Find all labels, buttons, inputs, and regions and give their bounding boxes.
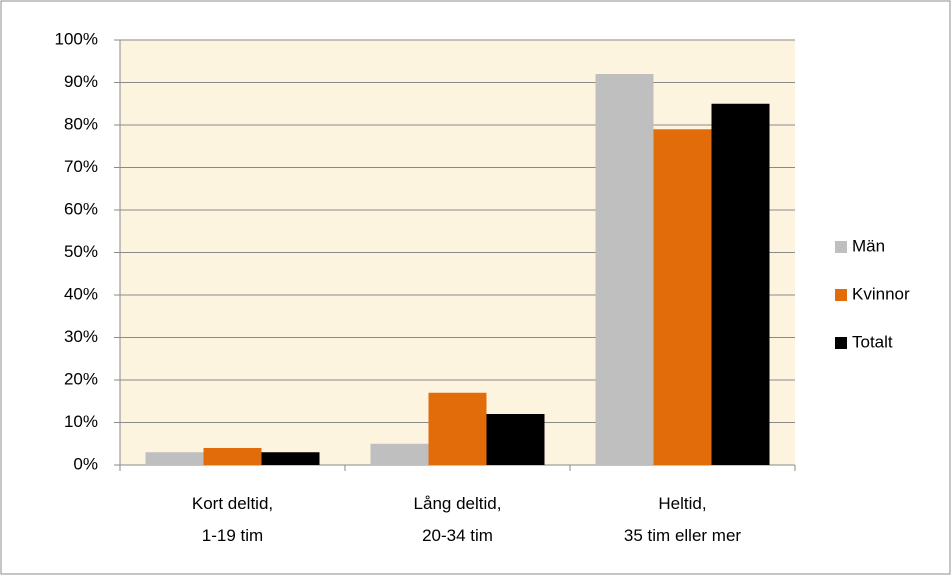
legend-label: Män <box>852 236 885 255</box>
y-tick-label: 0% <box>73 454 98 473</box>
x-tick-label: Heltid, 35 tim eller mer <box>624 494 741 545</box>
legend-swatch <box>835 241 847 253</box>
y-tick-label: 10% <box>64 412 98 431</box>
bar <box>370 443 429 465</box>
x-tick-label: Lång deltid, 20-34 tim <box>414 494 502 545</box>
x-tick-label-line: 20-34 tim <box>422 526 493 545</box>
x-tick-label-line: Heltid, <box>658 494 706 513</box>
x-tick-label-line: 35 tim eller mer <box>624 526 741 545</box>
x-tick-label-line: Kort deltid, <box>192 494 273 513</box>
legend-label: Totalt <box>852 332 893 351</box>
legend-label: Kvinnor <box>852 284 910 303</box>
x-tick-label-line: 1-19 tim <box>202 526 263 545</box>
y-tick-label: 50% <box>64 242 98 261</box>
bar <box>653 129 712 465</box>
y-tick-label: 80% <box>64 114 98 133</box>
y-tick-label: 20% <box>64 369 98 388</box>
bar <box>145 452 204 465</box>
y-tick-label: 70% <box>64 157 98 176</box>
legend-swatch <box>835 289 847 301</box>
bar <box>486 414 545 465</box>
y-tick-label: 30% <box>64 327 98 346</box>
y-tick-label: 90% <box>64 72 98 91</box>
bar <box>595 74 654 465</box>
x-tick-label-line: Lång deltid, <box>414 494 502 513</box>
y-tick-label: 100% <box>55 29 98 48</box>
x-tick-label: Kort deltid, 1-19 tim <box>192 494 273 545</box>
y-tick-label: 60% <box>64 199 98 218</box>
bar <box>261 452 320 465</box>
bar <box>428 392 487 465</box>
y-tick-label: 40% <box>64 284 98 303</box>
legend-swatch <box>835 337 847 349</box>
bar <box>203 448 262 465</box>
bar <box>711 103 770 465</box>
